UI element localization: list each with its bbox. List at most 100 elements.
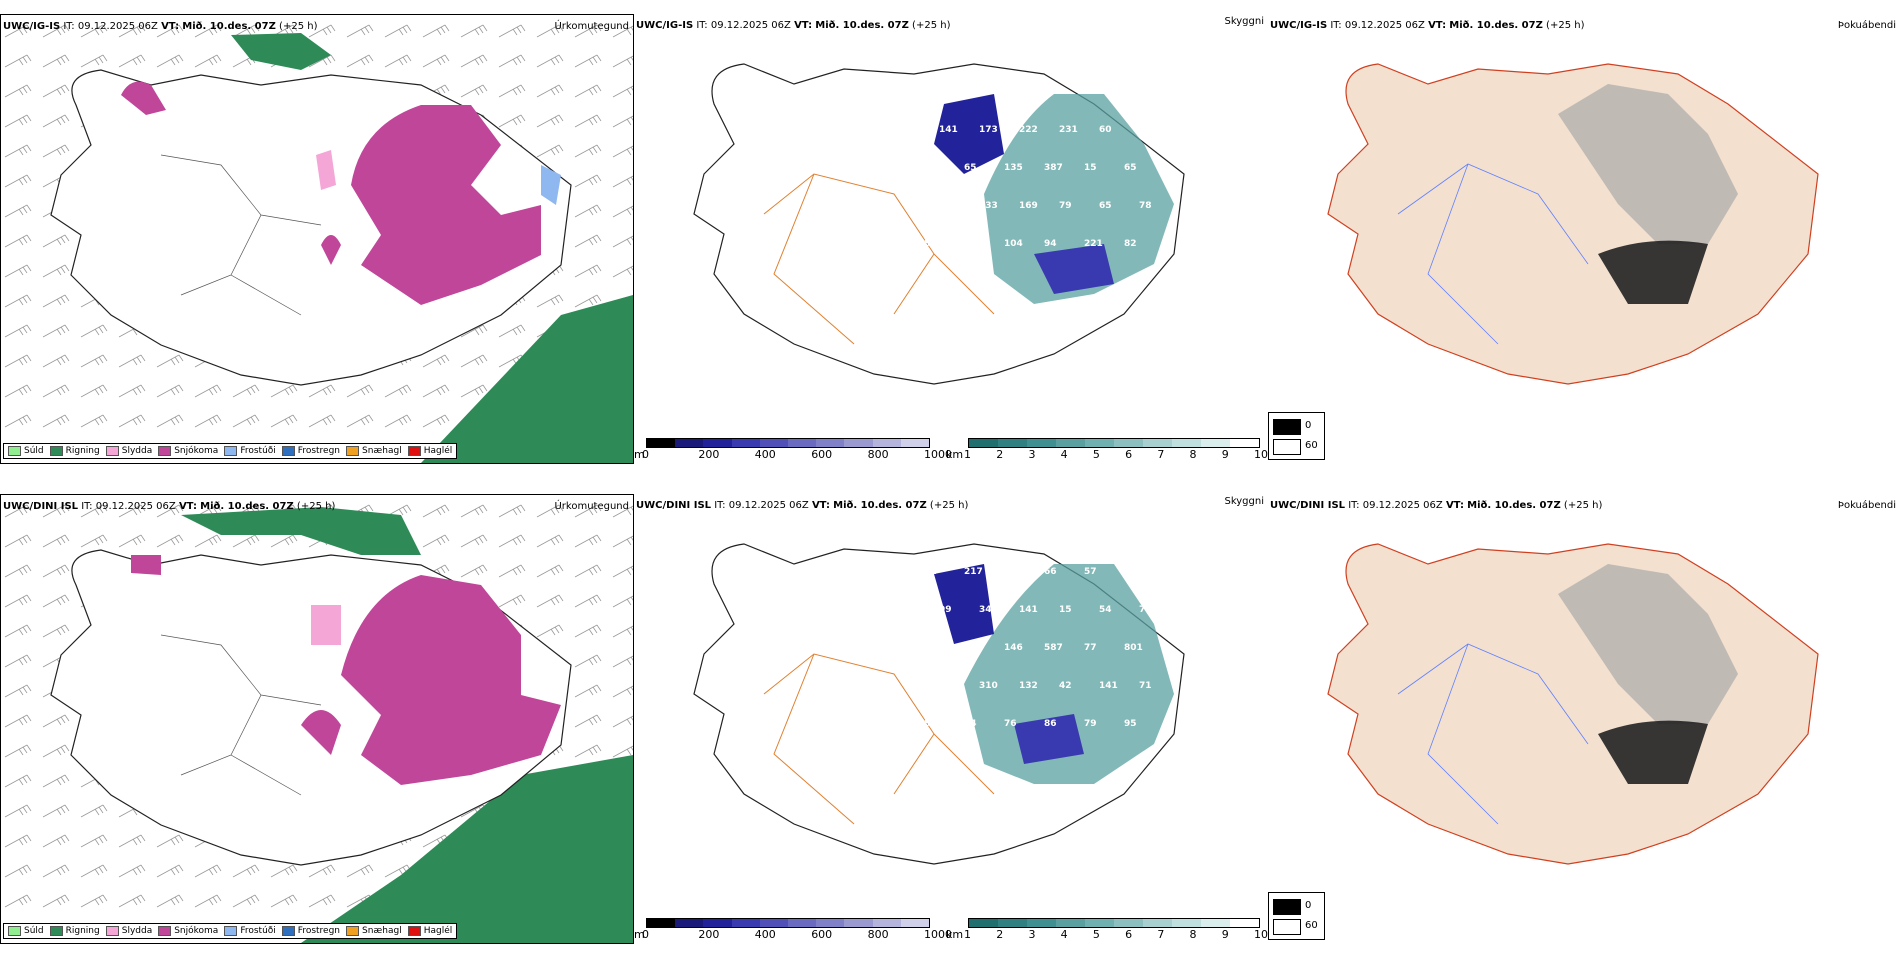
colorbar-bin [759, 919, 789, 927]
cloud-labels: 61 217 74 66 57 106 99 34 141 15 54 76 124 199 146 587 7… [924, 567, 1152, 729]
colorbar-bin [1027, 439, 1056, 447]
rivers [1397, 643, 1589, 825]
colorbar-unit: m [634, 448, 645, 461]
precip-map-frame: UWC/DINI ISL IT: 09.12.2025 06Z VT: Mið.… [0, 494, 634, 944]
colorbar-bin [788, 919, 817, 927]
cloud-base-label: 95 [1124, 719, 1137, 729]
visibility-panel: 69 66 82 64 59 61 141 173 222 231 60 54 147 65 135 387 1… [634, 14, 1268, 464]
colorbar-bin [872, 919, 901, 927]
vt-label: VT: [178, 501, 197, 512]
lead-time: (+25 h) [296, 501, 336, 512]
colorbar-tick: 7 [1157, 448, 1165, 461]
colorbar-bin [731, 919, 760, 927]
colorbar-tick: 3 [1028, 448, 1036, 461]
colorbar-tick: 3 [1028, 928, 1036, 941]
colorbar-bin [675, 919, 704, 927]
cloud-base-label: 57 [1084, 567, 1097, 577]
valid-time: Mið. 10.des. 07Z [182, 21, 276, 32]
legend-swatch [105, 446, 119, 456]
legend-item: Slydda [105, 926, 152, 936]
cloud-base-label: 94 [964, 719, 977, 729]
colorbar-strip [646, 438, 930, 448]
visibility-map: 61 217 74 66 57 106 99 34 141 15 54 76 124 199 146 587 7… [693, 543, 1185, 865]
fog-legend: 0 60 [1268, 892, 1325, 940]
colorbar-tick: 9 [1221, 448, 1229, 461]
colorbar-tick: 1000 [924, 448, 952, 461]
colorbar-bin [998, 439, 1027, 447]
roads [763, 173, 995, 345]
init-time: IT: 09.12.2025 06Z [1348, 500, 1443, 511]
snow-area [341, 575, 561, 785]
fog-area [1558, 564, 1738, 724]
init-time: IT: 09.12.2025 06Z [63, 21, 158, 32]
fog-area [1558, 84, 1738, 244]
fog-map [1327, 63, 1819, 385]
cloud-base-label: 146 [1004, 643, 1023, 653]
cloud-base-label: 76 [1139, 605, 1152, 615]
row-dini-isl: UWC/DINI ISL IT: 09.12.2025 06Z VT: Mið.… [0, 494, 1900, 964]
cloud-base-label: 141 [1099, 681, 1118, 691]
cloud-base-label: 10 [939, 277, 952, 287]
legend-swatch [158, 926, 172, 936]
cloud-base-label: 387 [1044, 163, 1063, 173]
cloud-base-label: 82 [1124, 239, 1137, 249]
cloud-base-label: 69 [924, 87, 937, 97]
colorbar-tick: 800 [867, 928, 889, 941]
cloud-base-label: 141 [939, 125, 958, 135]
low-ceiling-area [1014, 714, 1084, 764]
cloud-base-label: 82 [1004, 87, 1017, 97]
legend-label: Frostregn [297, 926, 341, 936]
fog-legend: 0 60 [1268, 412, 1325, 460]
fog-panel: UWC/IG-IS IT: 09.12.2025 06Z VT: Mið. 10… [1268, 14, 1900, 464]
ceiling-colorbar: m 0 200 400 600 800 1000 [634, 918, 952, 942]
legend-swatch [224, 926, 238, 936]
legend-swatch [224, 446, 238, 456]
legend-item: Snjókoma [158, 926, 218, 936]
legend-item: Snæhagl [346, 926, 402, 936]
roads [763, 653, 995, 825]
precip-legend: Súld Rigning Slydda Snjókoma Frostúði Frostre… [3, 443, 458, 459]
legend-swatch [49, 926, 63, 936]
colorbar-strip [968, 438, 1260, 448]
legend-item: Frostregn [281, 926, 341, 936]
colorbar-bin [1114, 439, 1143, 447]
cloud-base-label: 15 [1084, 163, 1097, 173]
colorbar-bin [647, 439, 676, 447]
colorbar-bin [1230, 439, 1259, 447]
colorbar-bin [703, 919, 732, 927]
valid-time: Mið. 10.des. 07Z [200, 501, 294, 512]
roads [160, 634, 322, 796]
panel-title: Úrkomutegund [554, 501, 629, 512]
colorbar-tick: 200 [698, 928, 720, 941]
legend-item: Súld [8, 926, 44, 936]
cloud-base-label: 34 [979, 605, 992, 615]
rivers [1397, 163, 1589, 345]
fog-legend-value: 60 [1305, 440, 1318, 451]
fog-legend-value: 0 [1305, 900, 1312, 911]
cloud-base-label: 96 [939, 681, 952, 691]
legend-label: Rigning [65, 446, 100, 456]
cloud-base-label: 65 [1124, 163, 1137, 173]
panel-title: Þokuábendi [1837, 20, 1896, 31]
init-time: IT: 09.12.2025 06Z [81, 501, 176, 512]
lead-time: (+25 h) [929, 500, 969, 511]
fog-area [1598, 240, 1708, 304]
precip-map [1, 15, 633, 463]
cloud-base-label: 94 [1044, 239, 1057, 249]
cloud-base-label: 78 [1139, 201, 1152, 211]
colorbar-bin [998, 919, 1027, 927]
cloud-base-label: 65 [1099, 201, 1112, 211]
colorbar-tick: 8 [1189, 928, 1197, 941]
legend-swatch [158, 446, 172, 456]
cloud-base-label: 132 [1019, 681, 1038, 691]
sleet-area [316, 150, 336, 190]
legend-label: Snjókoma [174, 446, 219, 456]
colorbar-tick: 7 [1157, 928, 1165, 941]
cloud-base-label: 199 [964, 643, 983, 653]
cloud-base-label: 74 [1004, 567, 1017, 577]
init-time: IT: 09.12.2025 06Z [714, 500, 809, 511]
colorbar-bin [1201, 919, 1230, 927]
cloud-base-label: 221 [1084, 239, 1103, 249]
cloud-base-label: 141 [1019, 605, 1038, 615]
vt-label: VT: [1445, 500, 1464, 511]
